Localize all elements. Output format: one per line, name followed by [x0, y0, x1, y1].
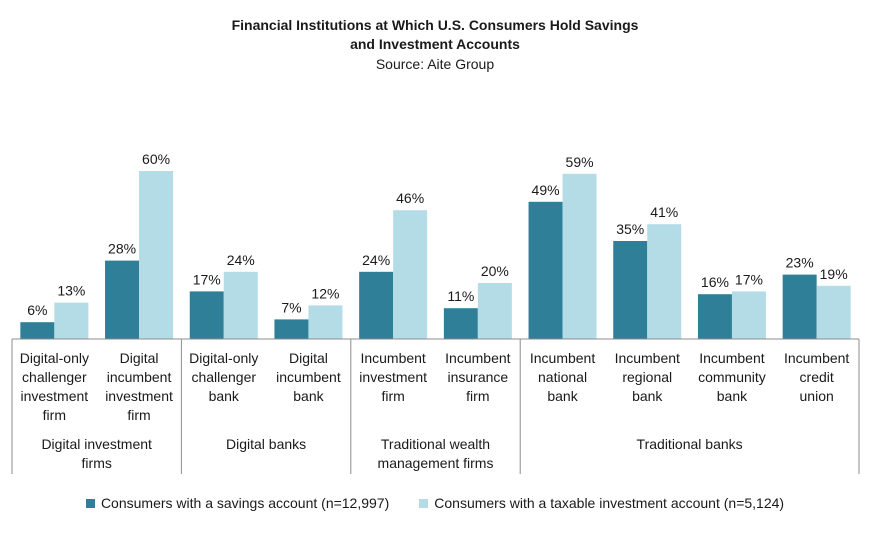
- data-label-series-1-4: 7%: [281, 299, 301, 315]
- legend: Consumers with a savings account (n=12,9…: [0, 492, 870, 514]
- category-label-3: Digital-only challenger bank: [189, 350, 258, 404]
- bar-series-2-10: [816, 285, 851, 339]
- bar-series-1-5: [359, 271, 394, 339]
- group-label-1: Digital investment firms: [41, 436, 152, 471]
- data-label-series-1-9: 16%: [701, 274, 729, 290]
- chart-subtitle: Source: Aite Group: [375, 56, 495, 72]
- category-label-8: Incumbent regional bank: [615, 350, 680, 404]
- data-label-series-2-6: 20%: [481, 263, 509, 279]
- bar-series-2-7: [562, 173, 597, 339]
- data-label-series-1-8: 35%: [616, 221, 644, 237]
- category-label-2: Digital incumbent investment firm: [105, 350, 173, 423]
- data-label-series-2-5: 46%: [396, 190, 424, 206]
- data-label-series-2-10: 19%: [820, 266, 848, 282]
- bar-series-2-3: [223, 271, 258, 339]
- category-label-5: Incumbent investment firm: [359, 350, 427, 404]
- bar-series-1-10: [782, 274, 817, 339]
- data-label-series-1-5: 24%: [362, 252, 390, 268]
- category-label-9: Incumbent community bank: [698, 350, 766, 404]
- bar-series-1-7: [528, 201, 563, 339]
- bar-series-2-5: [393, 210, 428, 339]
- data-label-series-2-9: 17%: [735, 271, 763, 287]
- legend-label-investment: Consumers with a taxable investment acco…: [434, 495, 785, 511]
- bar-series-1-2: [105, 260, 140, 339]
- bar-series-1-1: [20, 322, 55, 339]
- group-label-4: Traditional banks: [637, 436, 743, 452]
- data-label-series-2-8: 41%: [650, 204, 678, 220]
- data-label-series-1-1: 6%: [27, 302, 47, 318]
- bar-series-1-3: [189, 291, 224, 339]
- data-label-series-2-7: 59%: [566, 154, 594, 170]
- bar-series-2-9: [731, 291, 766, 339]
- data-label-series-1-2: 28%: [108, 241, 136, 257]
- legend-item-savings: Consumers with a savings account (n=12,9…: [85, 495, 390, 511]
- bar-series-1-4: [274, 319, 309, 339]
- data-label-series-2-4: 12%: [311, 285, 339, 301]
- bar-series-1-6: [443, 308, 478, 339]
- data-label-series-2-2: 60%: [142, 151, 170, 167]
- category-label-4: Digital incumbent bank: [276, 350, 341, 404]
- group-label-2: Digital banks: [226, 436, 306, 452]
- bar-series-1-8: [613, 241, 648, 339]
- data-label-series-1-3: 17%: [193, 271, 221, 287]
- bar-series-2-4: [308, 305, 343, 339]
- chart-title-line-1: Financial Institutions at Which U.S. Con…: [231, 17, 639, 33]
- data-label-series-2-1: 13%: [57, 283, 85, 299]
- data-label-series-1-7: 49%: [532, 182, 560, 198]
- legend-swatch-savings: [85, 498, 95, 508]
- bar-series-2-2: [139, 171, 174, 339]
- legend-swatch-investment: [419, 498, 429, 508]
- data-label-series-1-10: 23%: [786, 255, 814, 271]
- data-label-series-2-3: 24%: [227, 252, 255, 268]
- category-label-7: Incumbent national bank: [530, 350, 595, 404]
- legend-item-investment: Consumers with a taxable investment acco…: [419, 495, 784, 511]
- category-label-10: Incumbent credit union: [784, 350, 849, 404]
- data-label-series-1-6: 11%: [447, 288, 474, 304]
- legend-label-savings: Consumers with a savings account (n=12,9…: [100, 495, 390, 511]
- bar-series-2-8: [647, 224, 682, 339]
- bar-series-2-6: [477, 283, 512, 339]
- category-label-1: Digital-only challenger investment firm: [20, 350, 89, 423]
- group-label-3: Traditional wealth management firms: [378, 436, 494, 471]
- chart-title-line-2: and Investment Accounts: [350, 36, 520, 52]
- bar-series-2-1: [54, 302, 89, 339]
- category-label-6: Incumbent insurance firm: [445, 350, 510, 404]
- bar-series-1-9: [697, 294, 732, 339]
